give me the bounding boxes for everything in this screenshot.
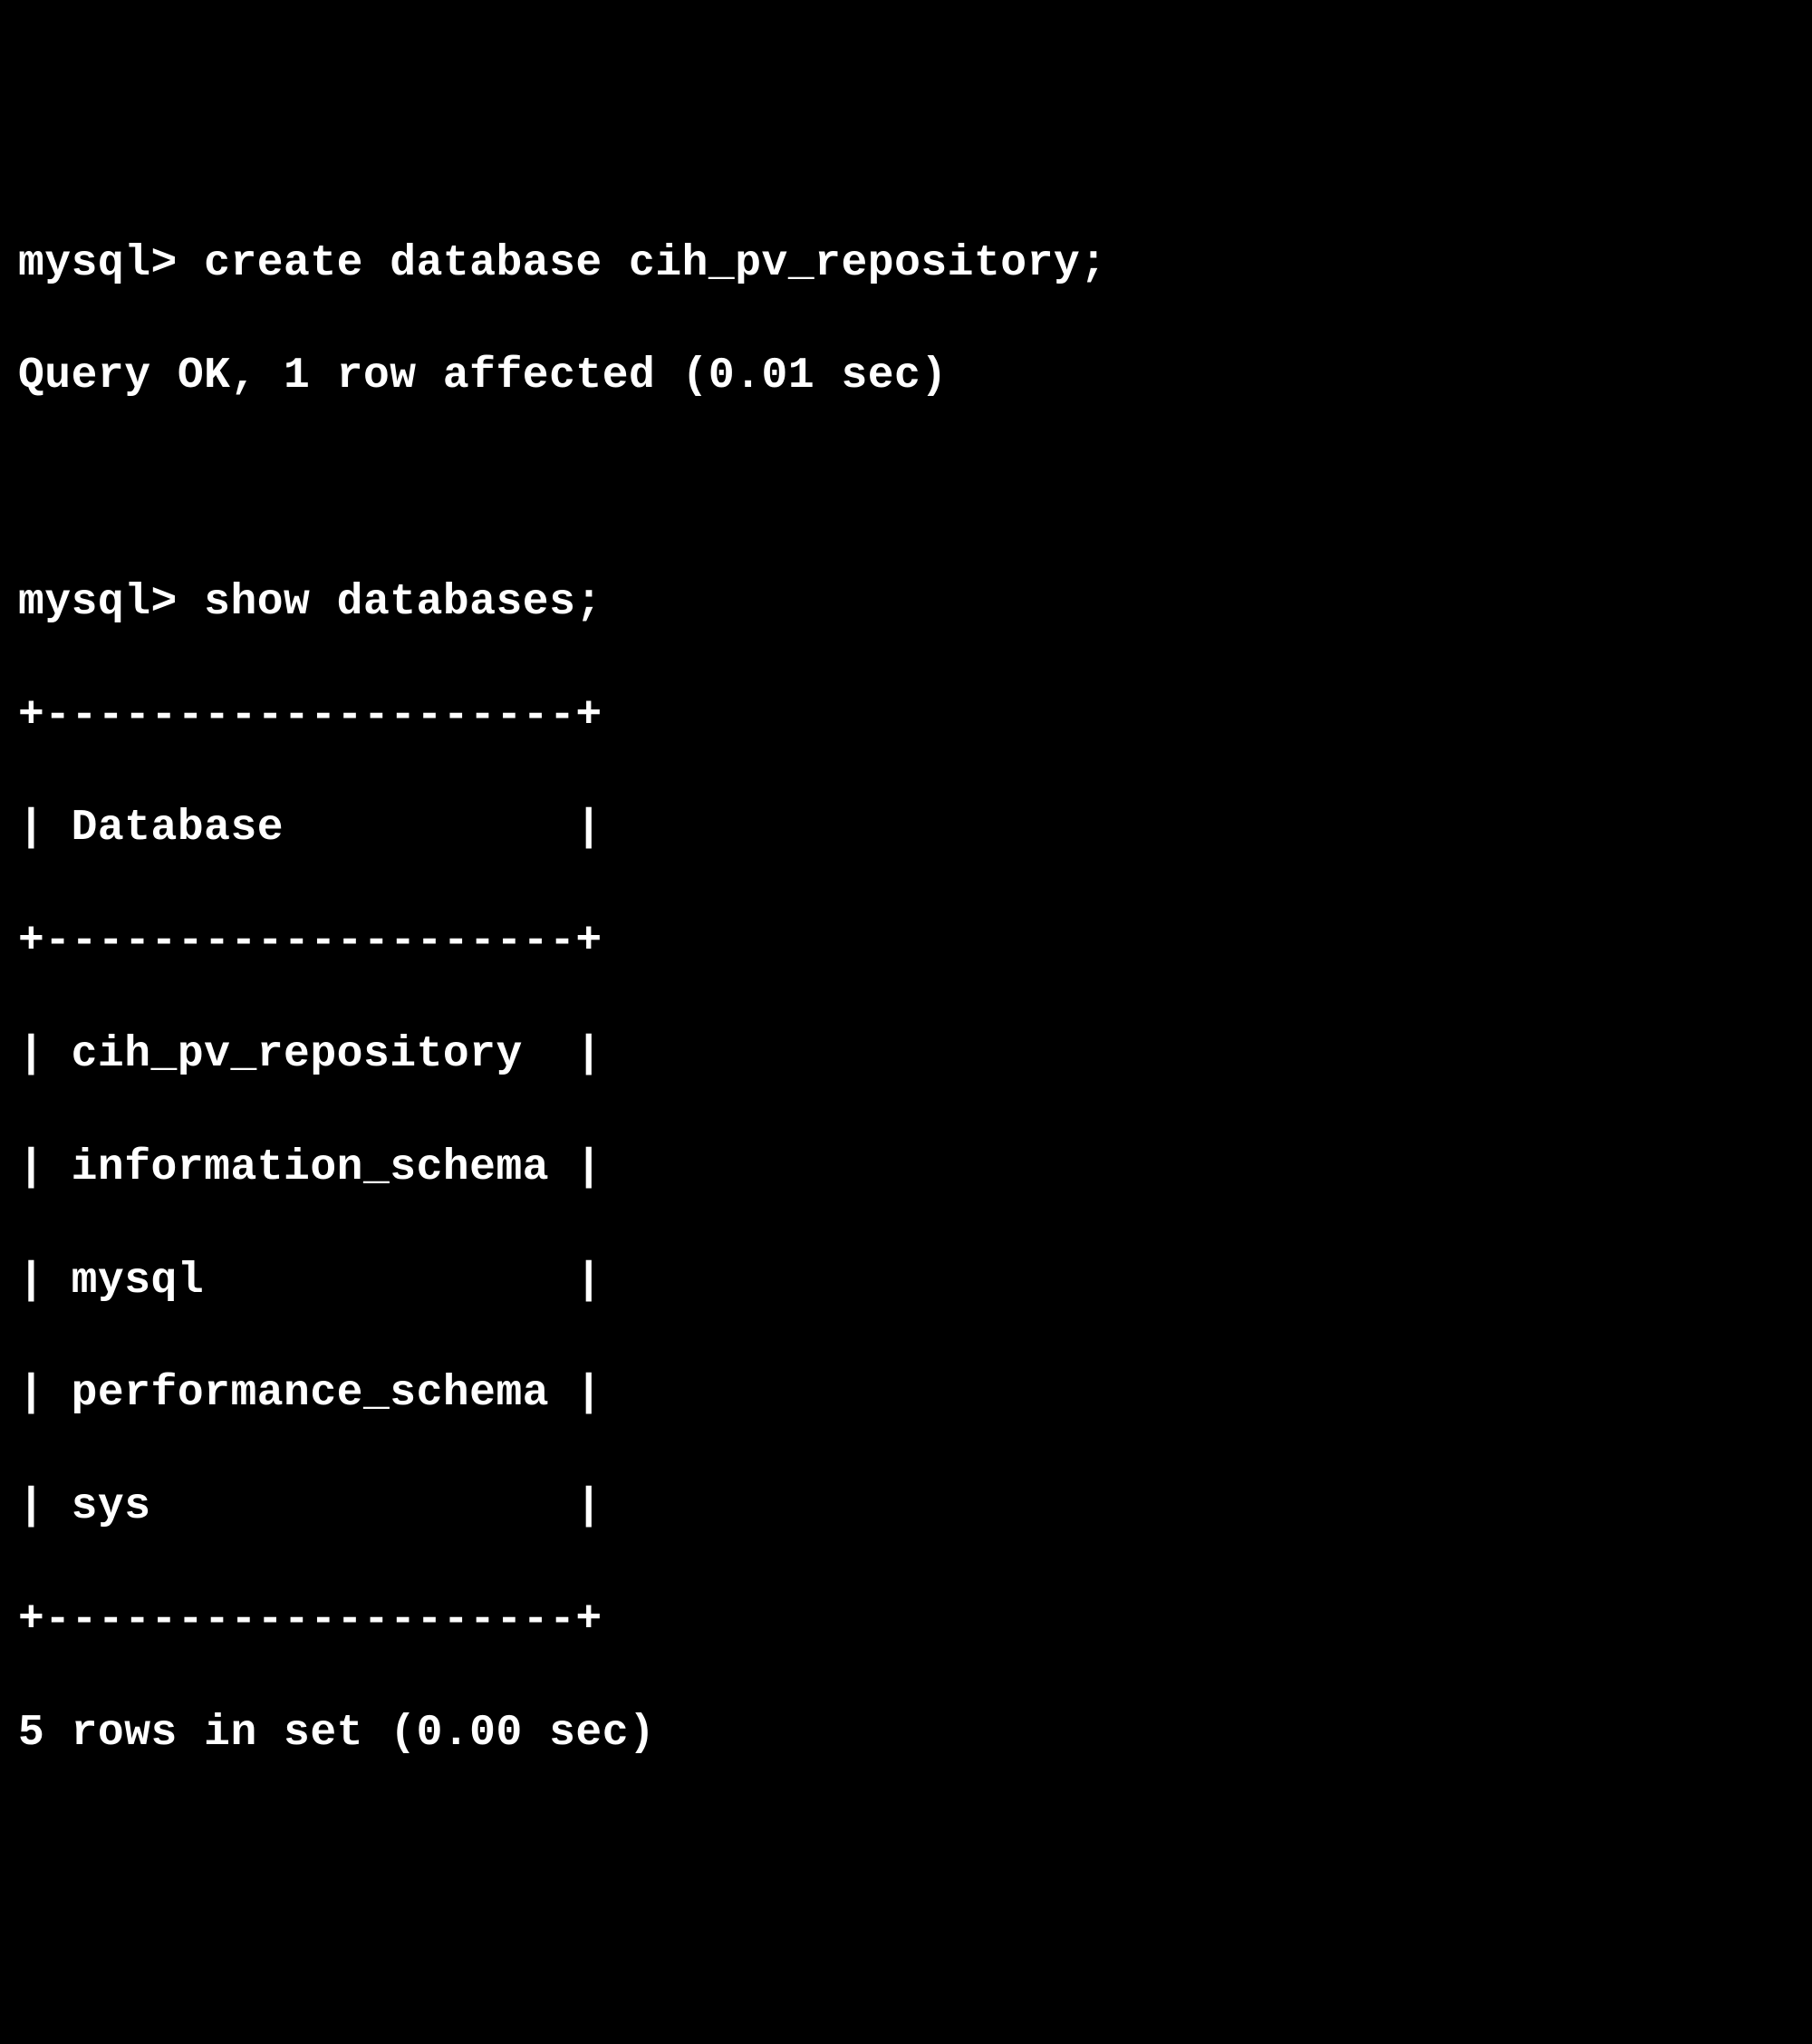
table-border-top: +--------------------+ [18,688,1794,744]
table-row: | cih_pv_repository | [18,1027,1794,1083]
create-database-command: create database cih_pv_repository; [204,239,1106,288]
mysql-prompt: mysql> [18,239,204,288]
mysql-prompt: mysql> [18,578,204,627]
table-border-mid: +--------------------+ [18,913,1794,969]
table-row: | mysql | [18,1253,1794,1309]
terminal-line-command-2: mysql> show databases; [18,574,1794,631]
table-row: | information_schema | [18,1140,1794,1196]
terminal-line-command-1: mysql> create database cih_pv_repository… [18,236,1794,292]
rows-in-set-footer: 5 rows in set (0.00 sec) [18,1705,1794,1761]
table-row: | performance_schema | [18,1365,1794,1422]
table-header-row: | Database | [18,800,1794,856]
blank-line [18,461,1794,517]
query-ok-response: Query OK, 1 row affected (0.01 sec) [18,348,1794,404]
table-row: | sys | [18,1479,1794,1535]
show-databases-command: show databases; [204,578,602,627]
table-border-bottom: +--------------------+ [18,1592,1794,1648]
